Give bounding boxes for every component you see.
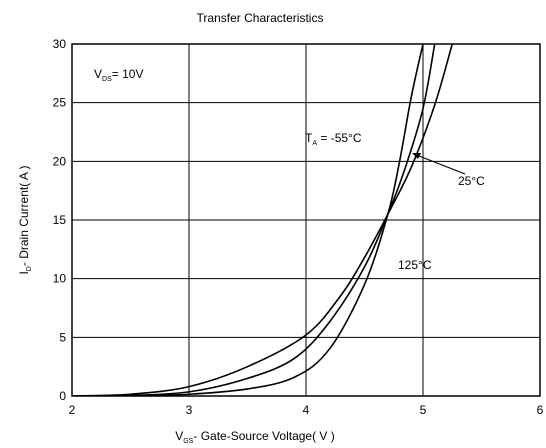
x-tick-label: 3 (186, 403, 193, 417)
x-axis-label: VGS- Gate-Source Voltage( V ) (175, 429, 335, 445)
x-tick-labels: 2 3 4 5 6 (69, 403, 544, 417)
series-line-1 (72, 44, 436, 396)
temp-label-minus55: TA = -55°C (305, 131, 362, 147)
temp-label-25: 25°C (458, 174, 485, 188)
x-tick-label: 5 (420, 403, 427, 417)
plot-frame (71, 43, 541, 397)
y-tick-label: 25 (53, 96, 67, 110)
x-tick-label: 6 (537, 403, 544, 417)
y-tick-label: 15 (53, 213, 67, 227)
y-tick-label: 5 (59, 330, 66, 344)
y-axis-label: ID- Drain Current( A ) (17, 165, 33, 274)
vds-condition-label: VDS= 10V (94, 67, 143, 83)
y-tick-label: 0 (59, 389, 66, 403)
temp-leader-line (413, 153, 466, 175)
x-tick-label: 4 (303, 403, 310, 417)
y-tick-label: 10 (53, 272, 67, 286)
y-tick-labels: 0 5 10 15 20 25 30 (53, 37, 67, 403)
x-tick-label: 2 (69, 403, 76, 417)
series-line-2 (72, 44, 454, 396)
series-line-0 (72, 44, 424, 396)
curves (72, 44, 454, 396)
y-tick-label: 20 (53, 154, 67, 168)
temp-label-125: 125°C (398, 258, 432, 272)
chart-title: Transfer Characteristics (197, 11, 324, 25)
grid (71, 43, 541, 397)
temp-leader-arrowhead (412, 153, 421, 159)
y-tick-label: 30 (53, 37, 67, 51)
